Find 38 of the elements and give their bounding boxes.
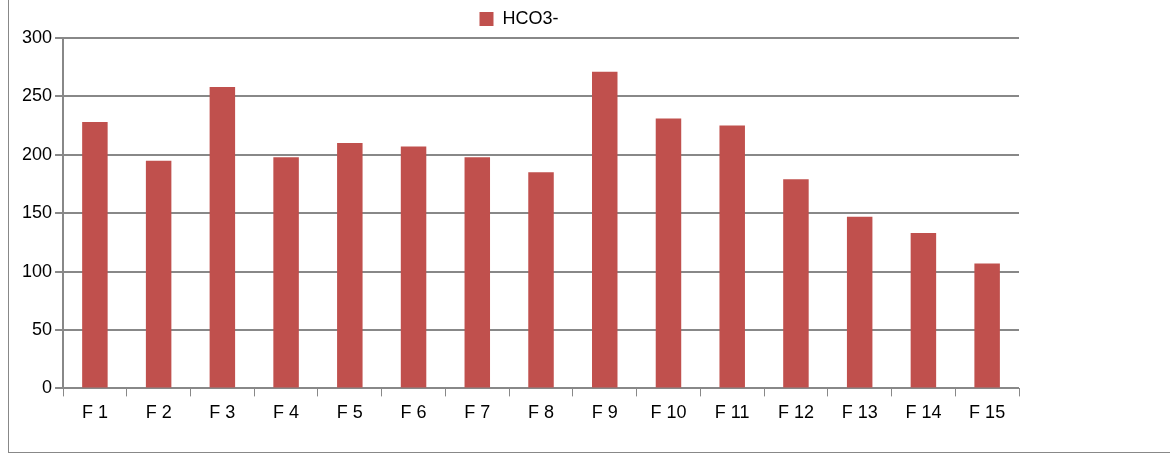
- y-tick-label: 50: [32, 318, 53, 339]
- legend-label: HCO3-: [502, 7, 559, 28]
- x-tick-label: F 4: [273, 402, 300, 423]
- bar: [974, 263, 1000, 388]
- x-tick-label: F 14: [905, 402, 942, 423]
- bar: [655, 118, 682, 388]
- y-tick-label: 100: [21, 260, 53, 281]
- x-tick-label: F 12: [777, 402, 814, 423]
- bar: [528, 172, 554, 388]
- bar: [846, 216, 873, 388]
- bar: [337, 143, 363, 388]
- y-tick-label: 150: [21, 202, 53, 223]
- bar: [273, 157, 299, 388]
- x-tick-label: F 3: [209, 402, 236, 423]
- bar: [719, 125, 745, 388]
- bar: [209, 87, 236, 388]
- x-tick-label: F 1: [81, 402, 108, 423]
- y-tick-label: 300: [21, 26, 53, 47]
- bar: [783, 179, 809, 388]
- y-tick-label: 250: [21, 85, 53, 106]
- bar: [592, 71, 618, 388]
- x-tick-label: F 9: [591, 402, 618, 423]
- x-tick-label: F 7: [464, 402, 491, 423]
- x-tick-label: F 15: [969, 402, 1006, 423]
- bar: [145, 160, 172, 388]
- x-tick-label: F 6: [400, 402, 427, 423]
- bar: [400, 146, 427, 388]
- x-tick-label: F 5: [336, 402, 363, 423]
- x-tick-label: F 13: [841, 402, 878, 423]
- y-tick-label: 0: [42, 377, 53, 398]
- bar: [82, 122, 108, 388]
- y-tick-label: 200: [21, 143, 53, 164]
- x-tick-label: F 2: [145, 402, 172, 423]
- x-tick-label: F 8: [528, 402, 555, 423]
- x-tick-label: F 10: [650, 402, 687, 423]
- x-tick-label: F 11: [714, 402, 750, 423]
- bar: [464, 157, 491, 388]
- bar: [910, 233, 937, 388]
